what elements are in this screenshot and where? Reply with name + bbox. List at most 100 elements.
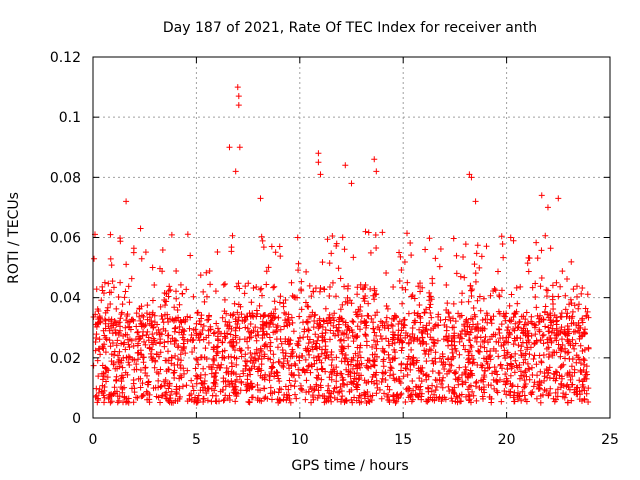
data-point bbox=[514, 324, 521, 331]
data-point bbox=[472, 198, 479, 205]
data-point bbox=[561, 345, 568, 352]
data-point bbox=[481, 344, 488, 351]
data-point bbox=[449, 355, 456, 362]
data-point bbox=[564, 310, 571, 317]
data-point bbox=[444, 356, 451, 363]
data-point bbox=[568, 300, 575, 307]
data-point bbox=[567, 342, 574, 349]
data-point bbox=[567, 296, 574, 303]
data-point bbox=[137, 367, 144, 374]
data-point bbox=[540, 331, 547, 338]
data-point bbox=[426, 320, 433, 327]
data-point bbox=[570, 286, 577, 293]
data-point bbox=[324, 236, 331, 243]
data-point bbox=[521, 392, 528, 399]
data-point bbox=[277, 293, 284, 300]
data-point bbox=[583, 312, 590, 319]
data-point bbox=[348, 396, 355, 403]
data-point bbox=[260, 312, 267, 319]
data-point bbox=[162, 327, 169, 334]
data-point bbox=[211, 373, 218, 380]
data-point bbox=[584, 308, 591, 315]
data-point bbox=[553, 279, 560, 286]
data-point bbox=[459, 290, 466, 297]
data-point bbox=[117, 279, 124, 286]
data-point bbox=[457, 331, 464, 338]
data-point bbox=[419, 284, 426, 291]
data-point bbox=[402, 399, 409, 406]
data-point bbox=[285, 336, 292, 343]
data-point bbox=[569, 373, 576, 380]
data-point bbox=[453, 347, 460, 354]
data-point bbox=[141, 338, 148, 345]
data-point bbox=[303, 389, 310, 396]
data-point bbox=[477, 343, 484, 350]
data-point bbox=[322, 368, 329, 375]
data-point bbox=[370, 319, 377, 326]
data-point bbox=[414, 312, 421, 319]
data-point bbox=[234, 84, 241, 91]
data-point bbox=[510, 314, 517, 321]
data-point bbox=[554, 393, 561, 400]
data-point bbox=[212, 369, 219, 376]
data-point bbox=[345, 334, 352, 341]
data-point bbox=[490, 313, 497, 320]
data-point bbox=[222, 383, 229, 390]
data-point bbox=[479, 317, 486, 324]
data-point bbox=[525, 268, 532, 275]
data-point bbox=[191, 345, 198, 352]
data-point bbox=[122, 288, 129, 295]
data-point bbox=[213, 348, 220, 355]
data-point bbox=[248, 354, 255, 361]
data-point bbox=[267, 347, 274, 354]
data-point bbox=[571, 302, 578, 309]
data-point bbox=[541, 373, 548, 380]
data-point bbox=[579, 285, 586, 292]
data-point bbox=[540, 351, 547, 358]
data-point bbox=[421, 347, 428, 354]
data-point bbox=[202, 371, 209, 378]
data-point bbox=[114, 352, 121, 359]
data-point bbox=[447, 317, 454, 324]
data-point bbox=[284, 316, 291, 323]
data-point bbox=[357, 364, 364, 371]
data-point bbox=[409, 378, 416, 385]
data-point bbox=[204, 385, 211, 392]
data-point bbox=[572, 340, 579, 347]
data-point bbox=[400, 321, 407, 328]
data-point bbox=[302, 396, 309, 403]
data-point bbox=[501, 387, 508, 394]
data-point bbox=[495, 353, 502, 360]
data-point bbox=[502, 371, 509, 378]
data-point bbox=[315, 150, 322, 157]
data-point bbox=[381, 390, 388, 397]
data-point bbox=[263, 281, 270, 288]
data-point bbox=[521, 377, 528, 384]
data-point bbox=[107, 301, 114, 308]
data-point bbox=[166, 283, 173, 290]
data-point bbox=[461, 321, 468, 328]
data-point bbox=[113, 377, 120, 384]
data-point bbox=[260, 244, 267, 251]
data-point bbox=[523, 398, 530, 405]
data-point bbox=[208, 398, 215, 405]
data-point bbox=[232, 398, 239, 405]
data-point bbox=[537, 283, 544, 290]
data-point bbox=[452, 318, 459, 325]
data-point bbox=[443, 323, 450, 330]
data-point bbox=[360, 285, 367, 292]
data-point bbox=[183, 286, 190, 293]
data-point bbox=[545, 367, 552, 374]
data-point bbox=[222, 335, 229, 342]
data-point bbox=[122, 346, 129, 353]
data-point bbox=[348, 356, 355, 363]
data-point bbox=[356, 399, 363, 406]
data-point bbox=[372, 312, 379, 319]
data-point bbox=[226, 381, 233, 388]
data-point bbox=[96, 336, 103, 343]
data-point bbox=[315, 387, 322, 394]
data-point bbox=[487, 292, 494, 299]
data-point bbox=[226, 319, 233, 326]
data-point bbox=[172, 325, 179, 332]
data-point bbox=[206, 268, 213, 275]
